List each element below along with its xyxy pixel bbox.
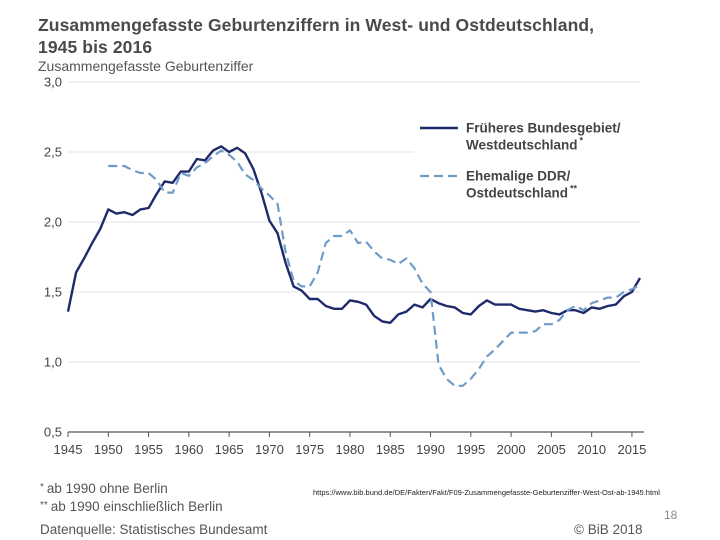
- y-tick-label: 1,5: [44, 285, 62, 300]
- legend-footnote-mark: **: [570, 184, 578, 194]
- legend-label-east-line-2: Ostdeutschland **: [466, 184, 578, 201]
- x-tick-label: 2005: [537, 442, 566, 457]
- x-tick-label: 1980: [336, 442, 365, 457]
- footnotes: * ab 1990 ohne Berlin ** ab 1990 einschlie…: [40, 480, 223, 516]
- y-tick-label: 2,5: [44, 145, 62, 160]
- series-lines: [66, 145, 642, 387]
- data-source: Datenquelle: Statistisches Bundesamt: [40, 522, 268, 537]
- y-tick-label: 0,5: [44, 425, 62, 440]
- x-tick-label: 1965: [215, 442, 244, 457]
- y-tick-label: 3,0: [44, 75, 62, 90]
- legend-footnote-mark: *: [580, 136, 584, 146]
- legend-label-west-line-2: Westdeutschland *: [466, 136, 584, 153]
- x-tick-label: 1955: [134, 442, 163, 457]
- x-tick-label: 1970: [255, 442, 284, 457]
- legend-label-west-line-1: Früheres Bundesgebiet/: [466, 121, 621, 136]
- grid-lines: [68, 81, 640, 363]
- x-tick-label: 1960: [174, 442, 203, 457]
- legend-label-east-line-1: Ehemalige DDR/: [466, 169, 571, 184]
- series-east-line: [108, 149, 641, 387]
- source-link[interactable]: https://www.bib.bund.de/DE/Fakten/Fakt/F…: [313, 488, 660, 497]
- x-tick-label: 2015: [617, 442, 646, 457]
- series-west-line: [66, 145, 642, 324]
- chart-title-line-1: Zusammengefasste Geburtenziffern in West…: [38, 15, 595, 35]
- x-tick-label: 1985: [376, 442, 405, 457]
- y-tick-label: 2,0: [44, 215, 62, 230]
- chart-title: Zusammengefasste Geburtenziffern in West…: [38, 14, 594, 58]
- x-tick-label: 1945: [54, 442, 83, 457]
- footnote-west: * ab 1990 ohne Berlin: [40, 481, 168, 496]
- chart-title-line-2: 1945 bis 2016: [38, 37, 153, 57]
- footnote-east: ** ab 1990 einschließlich Berlin: [40, 499, 223, 514]
- x-tick-label: 1995: [456, 442, 485, 457]
- legend-background: [414, 106, 644, 200]
- y-axis-title: Zusammengefasste Geburtenziffer: [38, 58, 254, 74]
- y-tick-label: 1,0: [44, 355, 62, 370]
- x-tick-label: 1990: [416, 442, 445, 457]
- axes: 3,0 2,5 2,0 1,5 1,0 0,5 1945 1950 1955 1960 1965 19…: [44, 75, 646, 458]
- x-tick-label: 1950: [94, 442, 123, 457]
- x-tick-label: 2000: [497, 442, 526, 457]
- copyright: © BiB 2018: [574, 522, 643, 537]
- slide-number: 18: [664, 508, 678, 522]
- legend: Früheres Bundesgebiet/Westdeutschland * Eh…: [414, 106, 644, 201]
- x-tick-label: 2010: [577, 442, 606, 457]
- x-tick-label: 1975: [295, 442, 324, 457]
